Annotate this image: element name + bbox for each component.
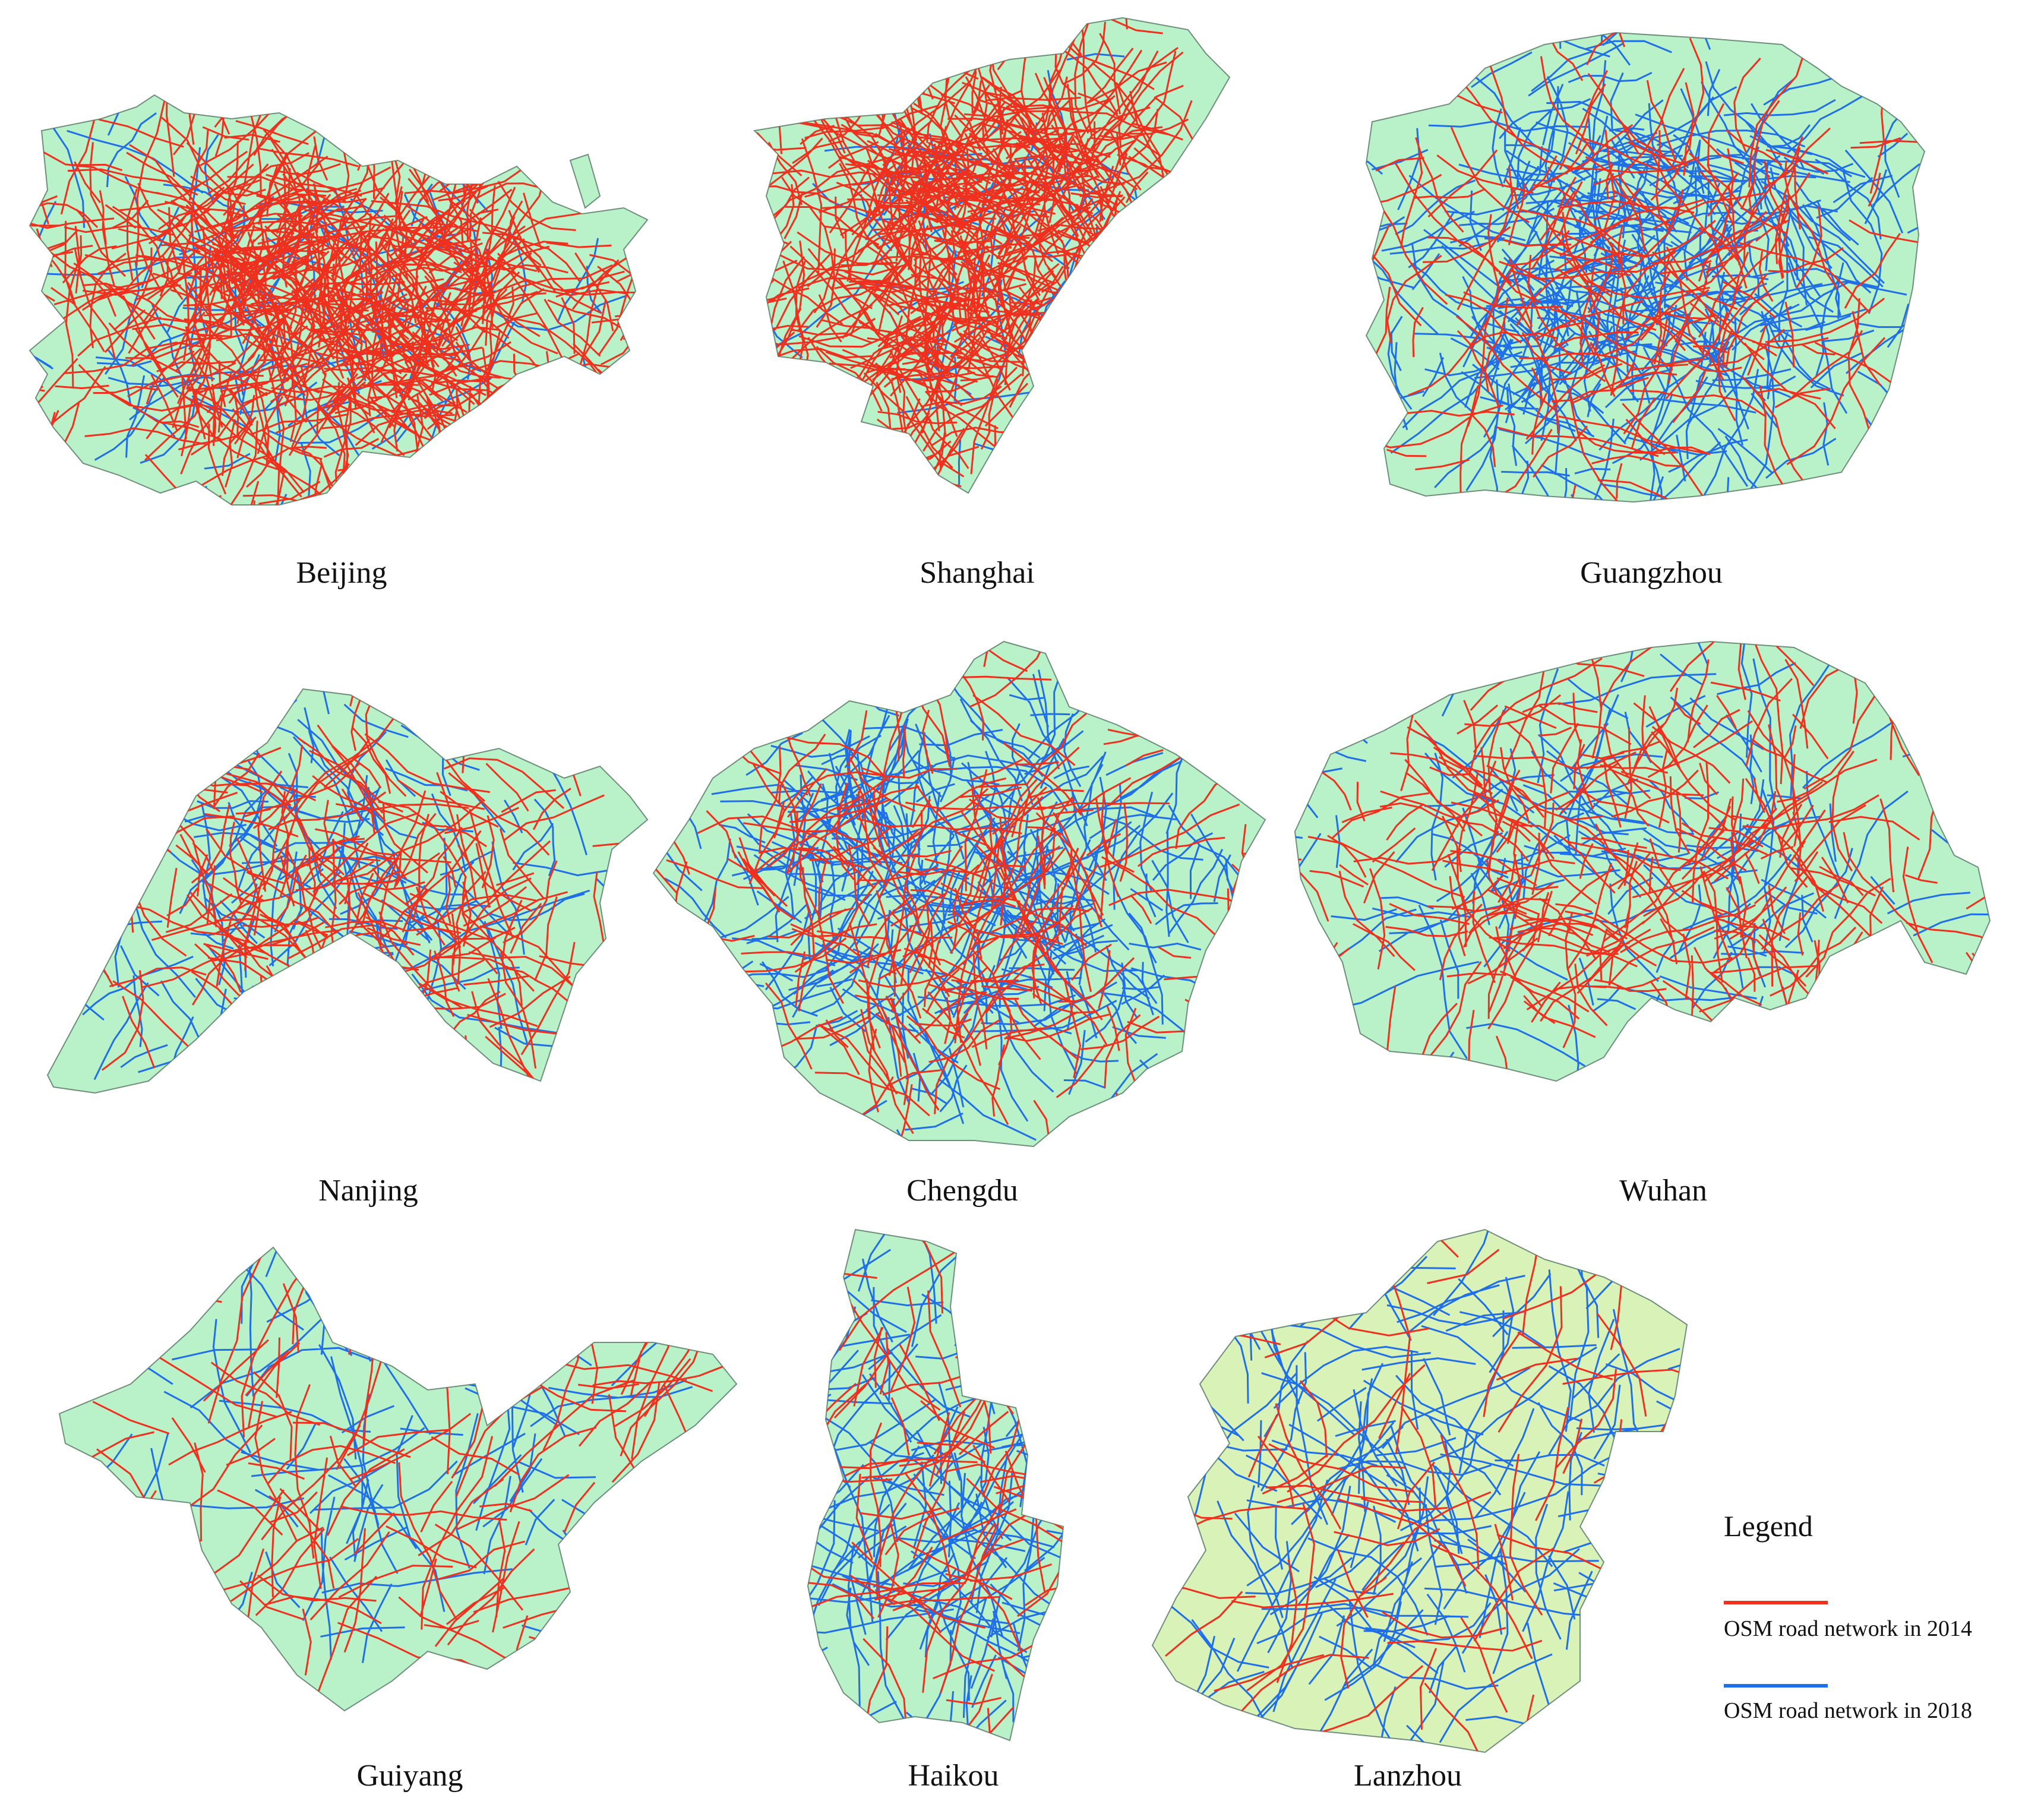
legend-swatch-2014 xyxy=(1724,1601,1828,1604)
map-chengdu xyxy=(652,640,1266,1148)
map-guiyang-svg xyxy=(58,1246,738,1712)
city-name-guiyang: Guiyang xyxy=(356,1759,463,1793)
roads-2014 xyxy=(1152,1230,1687,1752)
city-name-shanghai: Shanghai xyxy=(920,556,1035,590)
map-wuhan-svg xyxy=(1294,640,1991,1082)
map-beijing xyxy=(29,94,649,511)
map-haikou-svg xyxy=(807,1228,1064,1742)
map-wuhan xyxy=(1294,640,1991,1093)
legend-swatch-2018 xyxy=(1724,1684,1828,1688)
road-network xyxy=(653,642,1265,1146)
legend: Legend OSM road network in 2014 OSM road… xyxy=(1711,1509,2008,1734)
roads-2018 xyxy=(59,1247,714,1687)
map-guiyang xyxy=(58,1246,738,1712)
legend-title: Legend xyxy=(1724,1509,1813,1543)
road-network xyxy=(56,689,647,1093)
city-name-haikou: Haikou xyxy=(908,1759,999,1793)
roads-2014 xyxy=(1366,33,1925,502)
map-haikou xyxy=(807,1228,1069,1742)
road-network xyxy=(30,95,647,505)
roads-2014 xyxy=(808,1230,1063,1740)
roads-2014 xyxy=(1295,642,1990,1081)
map-lanzhou xyxy=(1151,1228,1699,1753)
legend-label-2014: OSM road network in 2014 xyxy=(1724,1616,1972,1641)
map-beijing-svg xyxy=(29,94,649,505)
legend-label-2018: OSM road network in 2018 xyxy=(1724,1698,1972,1723)
city-name-nanjing: Nanjing xyxy=(318,1174,418,1208)
map-nanjing xyxy=(42,688,649,1094)
city-name-lanzhou: Lanzhou xyxy=(1354,1759,1462,1793)
city-exclave xyxy=(569,153,601,209)
roads-2014 xyxy=(30,95,647,505)
map-guangzhou xyxy=(1365,31,1926,508)
roads-2014 xyxy=(61,689,647,1093)
city-name-chengdu: Chengdu xyxy=(906,1174,1018,1208)
map-shanghai-svg xyxy=(753,17,1231,494)
map-shanghai xyxy=(753,17,1253,494)
map-lanzhou-svg xyxy=(1151,1228,1688,1753)
city-name-beijing: Beijing xyxy=(296,556,387,590)
city-name-wuhan: Wuhan xyxy=(1619,1174,1708,1208)
map-guangzhou-svg xyxy=(1365,31,1926,503)
map-nanjing-svg xyxy=(46,688,649,1094)
city-name-guangzhou: Guangzhou xyxy=(1580,556,1723,590)
map-chengdu-svg xyxy=(652,640,1266,1148)
